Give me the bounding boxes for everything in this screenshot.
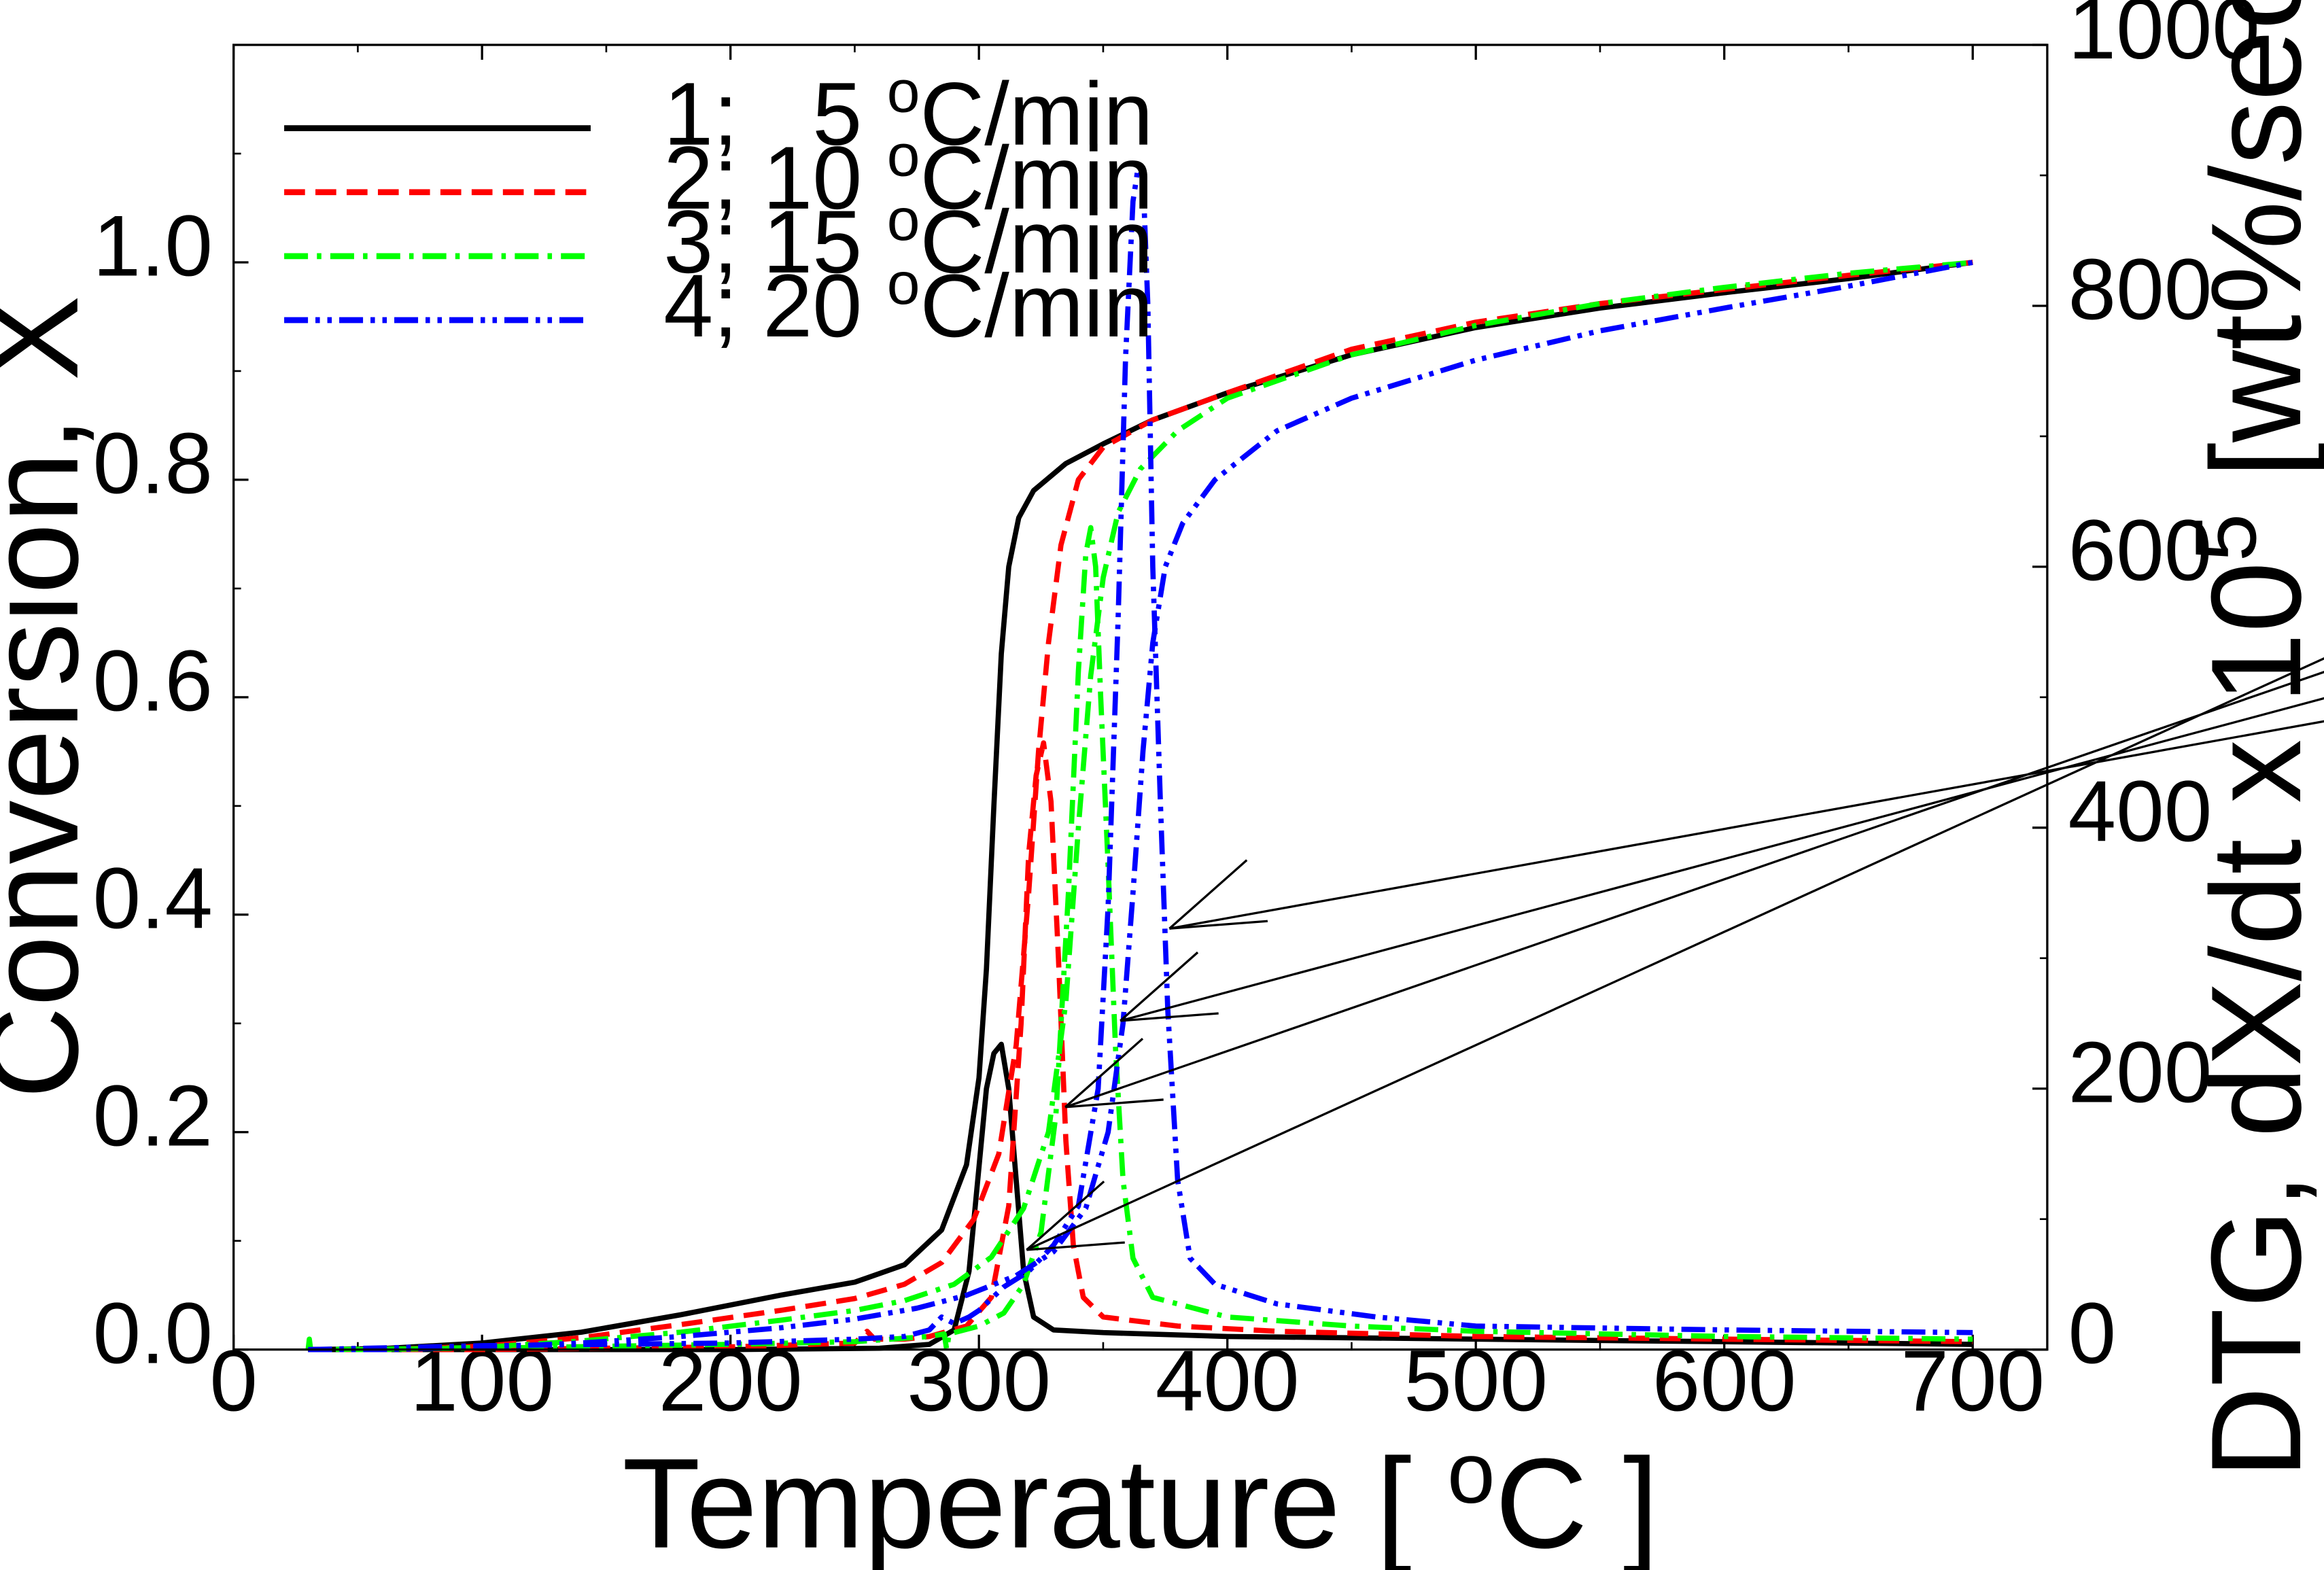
y-left-tick-label: 0.8 [93,415,213,512]
annotation-2-arrow-upper [1064,1037,1144,1109]
series-1-dtg-line [308,1041,1973,1353]
y-left-tick-label: 0.2 [93,1067,213,1164]
plot-frame [232,43,2049,1351]
x-tick-label: 500 [1404,1332,1548,1429]
series-4-dtg-line [308,166,1973,1353]
annotation-1-leader [1026,657,2324,1251]
y-right-tick-label: 800 [2068,241,2213,338]
annotation-2-leader [1064,670,2324,1109]
y-left-tick-label: 0.4 [93,850,213,946]
legend-label-4: 4; 20 oC/min [663,250,1153,355]
annotation-4-arrow-upper [1168,859,1248,930]
x-tick-label: 700 [1901,1332,2045,1429]
annotation-2-arrow-lower [1065,1098,1164,1109]
annotation-4-arrow-lower [1169,920,1268,930]
annotation-1-arrow-lower [1026,1241,1125,1251]
annotation-3-leader [1120,697,2324,1022]
series-4-conversion-line [308,260,1973,1353]
y-left-tick-label: 1.0 [93,198,213,294]
annotation-1-arrow-upper [1026,1181,1105,1251]
series-3-dtg-line [305,525,1973,1353]
annotation-3-arrow-lower [1120,1012,1219,1022]
y-right-tick-label: 1000 [2068,0,2260,77]
series-3-conversion-line [308,260,1973,1353]
y-right-tick-label: 0 [2068,1285,2117,1381]
y-right-axis-title: DTG, dX/dt x 105 [wt%/sec] [2177,0,2324,1479]
y-right-tick-label: 600 [2068,502,2213,599]
legend-label-2: 2; 10 oC/min [663,122,1153,228]
legend-label-3: 3; 15 oC/min [663,186,1153,292]
series-2-dtg-line [308,740,1973,1353]
y-left-tick-label: 0.6 [93,633,213,729]
annotation-layer: 1234 [1026,657,2324,1251]
series-layer [305,166,1973,1353]
x-tick-label: 400 [1156,1332,1300,1429]
x-axis-title: Temperature [ oC ] [622,1425,1659,1570]
y-right-tick-label: 200 [2068,1024,2213,1120]
series-1-conversion-line [308,260,1973,1353]
annotation-3-arrow-upper [1120,952,1199,1022]
annotation-4-leader [1169,720,2324,930]
legend-label-1: 1; 5 oC/min [663,58,1153,164]
y-left-axis-title: Conversion, X [0,296,105,1099]
y-left-tick-label: 0.0 [93,1285,213,1381]
y-right-tick-label: 400 [2068,763,2213,860]
x-tick-label: 600 [1652,1332,1797,1429]
series-2-conversion-line [308,260,1973,1353]
